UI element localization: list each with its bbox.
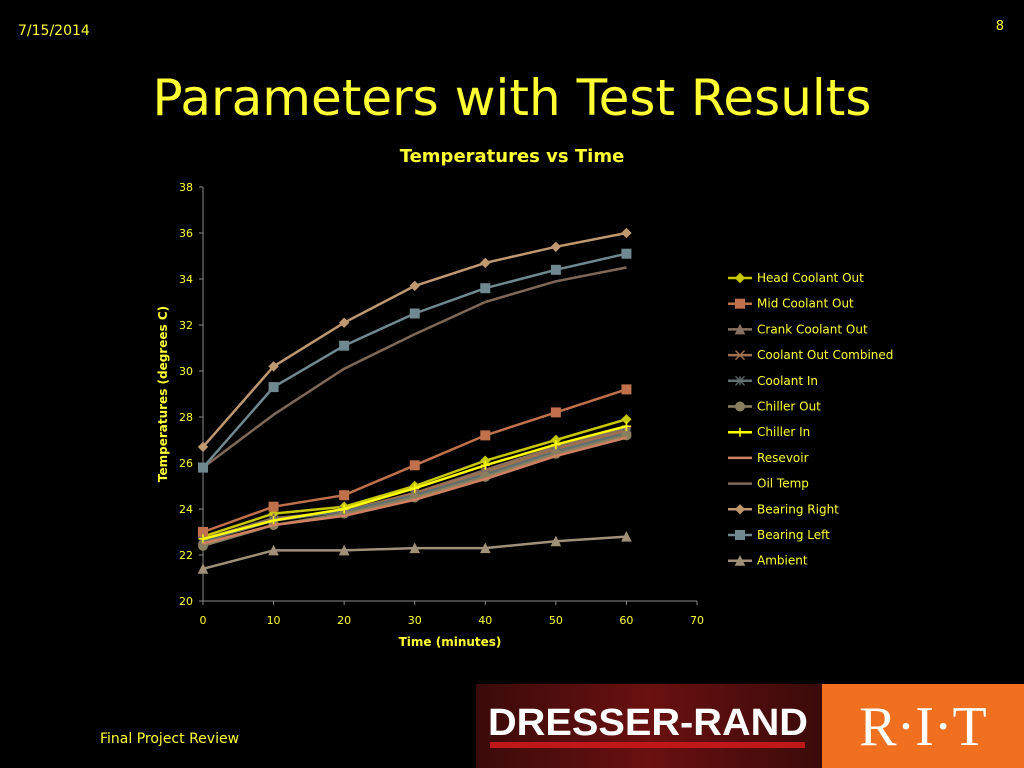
legend-label: Resevoir: [757, 451, 809, 465]
rit-text: R·I·T: [859, 696, 987, 758]
legend-label: Chiller Out: [757, 400, 821, 414]
legend-marker: [735, 401, 745, 412]
legend-label: Coolant In: [757, 374, 818, 388]
marker: [268, 544, 279, 556]
marker: [621, 384, 632, 395]
y-tick-label: 30: [179, 365, 193, 378]
chart-title: Temperatures vs Time: [400, 146, 625, 167]
marker: [621, 530, 632, 542]
y-tick-label: 36: [179, 227, 193, 240]
marker: [550, 407, 561, 418]
marker: [480, 257, 491, 269]
series-line: [202, 266, 627, 469]
marker: [621, 421, 631, 431]
marker: [409, 308, 420, 319]
marker: [480, 460, 490, 470]
marker: [268, 361, 279, 372]
legend-marker: [735, 298, 745, 309]
marker: [409, 460, 420, 471]
legend-label: Oil Temp: [757, 477, 809, 491]
legend-marker: [734, 350, 746, 361]
legend-marker: [734, 323, 746, 335]
legend-label: Head Coolant Out: [757, 271, 864, 285]
y-tick-label: 24: [179, 503, 193, 516]
page-number: 8: [996, 19, 1004, 34]
legend-label: Coolant Out Combined: [757, 348, 893, 362]
marker: [480, 283, 491, 294]
legend-marker: [735, 427, 745, 437]
marker: [339, 504, 349, 514]
marker: [409, 280, 420, 292]
y-axis-label: Temperatures (degrees C): [156, 306, 170, 482]
marker: [550, 535, 562, 547]
footer: Final Project Review: [100, 731, 239, 747]
dresser-logo: [476, 684, 822, 768]
marker: [550, 241, 562, 253]
dresser-bar: [490, 742, 805, 748]
y-tick-label: 20: [179, 595, 193, 608]
legend-label: Ambient: [757, 554, 808, 568]
legend-marker: [734, 504, 746, 515]
rit-logo: [822, 684, 1024, 768]
x-axis-label: Time (minutes): [399, 635, 502, 649]
legend-label: Bearing Left: [757, 528, 830, 542]
marker: [410, 483, 420, 493]
marker: [198, 462, 208, 473]
marker: [551, 440, 561, 450]
x-tick-label: 60: [619, 614, 633, 627]
x-tick-label: 30: [408, 614, 422, 627]
x-tick-label: 50: [549, 614, 563, 627]
series-line: [202, 436, 627, 545]
legend-marker: [734, 555, 746, 566]
marker: [197, 441, 209, 453]
marker: [550, 264, 561, 275]
marker: [268, 382, 279, 393]
y-tick-label: 34: [179, 273, 193, 286]
y-tick-label: 38: [179, 181, 193, 194]
legend-marker: [734, 272, 746, 284]
date: 7/15/2014: [18, 23, 90, 39]
y-tick-label: 32: [179, 319, 193, 332]
marker: [269, 516, 279, 525]
plot: 20 22 24 26 28 30 32 34 36 38 0 10 20 30 40 50 60 70 Head …: [179, 181, 893, 627]
legend-marker: [735, 530, 745, 540]
dresser-text: DRESSER-RAND: [488, 702, 808, 744]
marker: [621, 227, 632, 239]
marker: [409, 542, 421, 554]
marker: [480, 430, 491, 441]
y-tick-label: 26: [179, 457, 193, 470]
marker: [198, 534, 208, 544]
legend-label: Chiller In: [757, 425, 810, 439]
y-tick-label: 28: [179, 411, 193, 424]
marker: [339, 340, 350, 351]
legend-marker: [735, 375, 745, 386]
marker: [197, 563, 209, 574]
legend-label: Mid Coolant Out: [757, 297, 854, 311]
x-tick-label: 0: [200, 614, 207, 627]
marker: [268, 501, 279, 512]
x-tick-label: 10: [267, 614, 281, 627]
slide-title: Parameters with Test Results: [153, 69, 872, 127]
x-tick-label: 20: [337, 614, 351, 627]
x-tick-label: 70: [690, 614, 704, 627]
marker: [338, 317, 350, 328]
legend-label: Crank Coolant Out: [757, 322, 868, 336]
y-tick-label: 22: [179, 549, 193, 562]
marker: [339, 490, 350, 501]
marker: [479, 542, 491, 554]
marker: [621, 248, 632, 259]
legend-label: Bearing Right: [757, 502, 839, 516]
x-tick-label: 40: [478, 614, 492, 627]
marker: [338, 544, 350, 556]
